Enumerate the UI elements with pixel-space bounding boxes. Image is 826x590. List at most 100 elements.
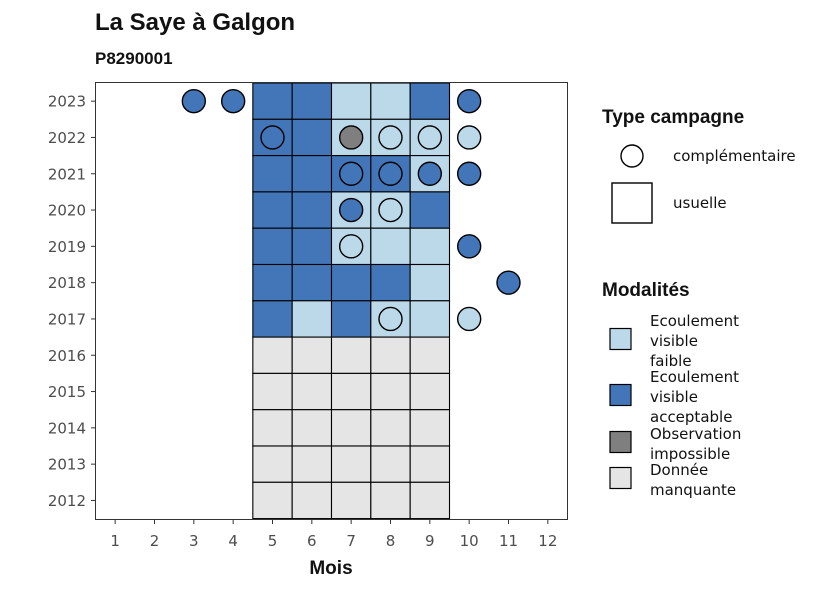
legend-modalite-label-3-0: Donnée (650, 461, 708, 479)
x-tick-label-11: 11 (499, 532, 518, 550)
x-tick-label-1: 1 (110, 532, 120, 550)
legend-swatch-3 (609, 466, 632, 490)
legend-swatch-1 (609, 383, 632, 407)
tile-2023-8 (370, 82, 411, 120)
tile-2015-5 (252, 372, 293, 411)
tile-2020-5 (252, 191, 293, 229)
point-2020-7 (338, 197, 364, 223)
tile-2023-6 (291, 82, 333, 120)
y-tick-label-2020: 2020 (48, 202, 86, 220)
legend-swatch-2 (609, 430, 632, 454)
legend-modalite-label-1-1: visible (650, 388, 698, 406)
tile-2016-5 (252, 336, 293, 374)
tile-2018-6 (291, 263, 333, 302)
point-2022-5 (260, 125, 285, 150)
x-axis-title: Mois (309, 558, 352, 579)
point-2021-8 (378, 161, 403, 186)
point-2021-7 (338, 161, 364, 186)
y-tick-label-2021: 2021 (48, 165, 86, 183)
point-2022-9 (417, 125, 443, 150)
tile-2019-8 (370, 227, 411, 266)
x-tick-label-10: 10 (460, 532, 479, 550)
point-2017-8 (378, 306, 403, 332)
chart-subtitle: P8290001 (95, 49, 173, 68)
point-2022-7 (338, 125, 364, 150)
tile-2019-9 (409, 227, 451, 266)
point-2021-10 (456, 161, 482, 186)
legend-modalite-label-0-2: faible (650, 352, 692, 370)
legend-modalite-label-3-1: manquante (650, 481, 736, 499)
tile-2012-5 (252, 481, 293, 520)
y-tick-label-2023: 2023 (48, 93, 86, 111)
tile-2020-6 (291, 191, 333, 229)
x-tick-label-12: 12 (538, 532, 557, 550)
tile-2019-5 (252, 227, 293, 266)
tile-2017-7 (330, 300, 372, 338)
tile-2014-8 (370, 409, 411, 447)
tile-2013-7 (330, 445, 372, 483)
y-tick-label-2014: 2014 (48, 419, 86, 437)
legend-type-campagne: Type campagne complémentaire usuelle (602, 107, 796, 224)
y-tick-label-2013: 2013 (48, 456, 86, 474)
y-tick-label-2012: 2012 (48, 492, 86, 510)
point-2022-10 (456, 125, 482, 150)
legend-swatch-0 (609, 327, 632, 351)
tile-2013-9 (409, 445, 451, 483)
legend-modalite-label-1-2: acceptable (650, 408, 732, 426)
tile-2018-8 (370, 263, 411, 302)
tile-2019-6 (291, 227, 333, 266)
tile-2016-9 (409, 336, 451, 374)
tile-2015-7 (330, 372, 372, 411)
tile-2014-6 (291, 409, 333, 447)
x-tick-label-4: 4 (228, 532, 238, 550)
tile-2018-7 (330, 263, 372, 302)
tile-2013-5 (252, 445, 293, 483)
legend-circle-swatch (620, 144, 644, 168)
tile-2016-8 (370, 336, 411, 374)
point-2023-4 (220, 88, 246, 114)
tile-2016-7 (330, 336, 372, 374)
y-tick-label-2018: 2018 (48, 274, 86, 292)
legend-modalite-label-2-0: Observation (650, 425, 741, 443)
legend-square-swatch (611, 182, 653, 224)
point-2019-7 (338, 234, 364, 259)
tile-2014-7 (330, 409, 372, 447)
tile-2021-6 (291, 155, 333, 193)
tile-2017-9 (409, 300, 451, 338)
plot-panel-border (95, 82, 568, 520)
tile-2012-9 (409, 481, 451, 520)
tile-2018-9 (409, 263, 451, 302)
legend-modalite-label-0-0: Ecoulement (650, 312, 739, 330)
point-2021-9 (417, 161, 443, 186)
x-tick-label-8: 8 (386, 532, 396, 550)
tile-2023-9 (409, 82, 451, 120)
x-tick-label-2: 2 (150, 532, 160, 550)
tile-2013-8 (370, 445, 411, 483)
x-tick-label-6: 6 (307, 532, 317, 550)
points-layer (181, 88, 521, 332)
legend-modalite-label-0-1: visible (650, 332, 698, 350)
tile-2013-6 (291, 445, 333, 483)
tile-2014-5 (252, 409, 293, 447)
x-tick-label-3: 3 (189, 532, 199, 550)
legend-modalites-title: Modalités (602, 280, 690, 301)
tile-2018-5 (252, 263, 293, 302)
point-2023-10 (456, 88, 482, 114)
tile-2022-6 (291, 118, 333, 157)
tile-2016-6 (291, 336, 333, 374)
legend-modalites: ModalitésEcoulementvisiblefaibleEcouleme… (602, 280, 741, 499)
legend-modalite-label-2-1: impossible (650, 445, 730, 463)
tile-2012-8 (370, 481, 411, 520)
legend-type-label-1: usuelle (673, 194, 727, 212)
point-2019-10 (456, 234, 482, 259)
y-tick-label-2015: 2015 (48, 383, 86, 401)
point-2023-3 (181, 88, 207, 114)
y-axis: 2023 2022 2021 2020 2019 2018 2017 2016 2015 2014… (48, 93, 96, 510)
tile-2015-6 (291, 372, 333, 411)
tile-2012-7 (330, 481, 372, 520)
tile-2023-7 (330, 82, 372, 120)
y-tick-label-2019: 2019 (48, 238, 86, 256)
legend-type-title: Type campagne (602, 107, 744, 128)
tile-2015-9 (409, 372, 451, 411)
tile-2017-6 (291, 300, 333, 338)
